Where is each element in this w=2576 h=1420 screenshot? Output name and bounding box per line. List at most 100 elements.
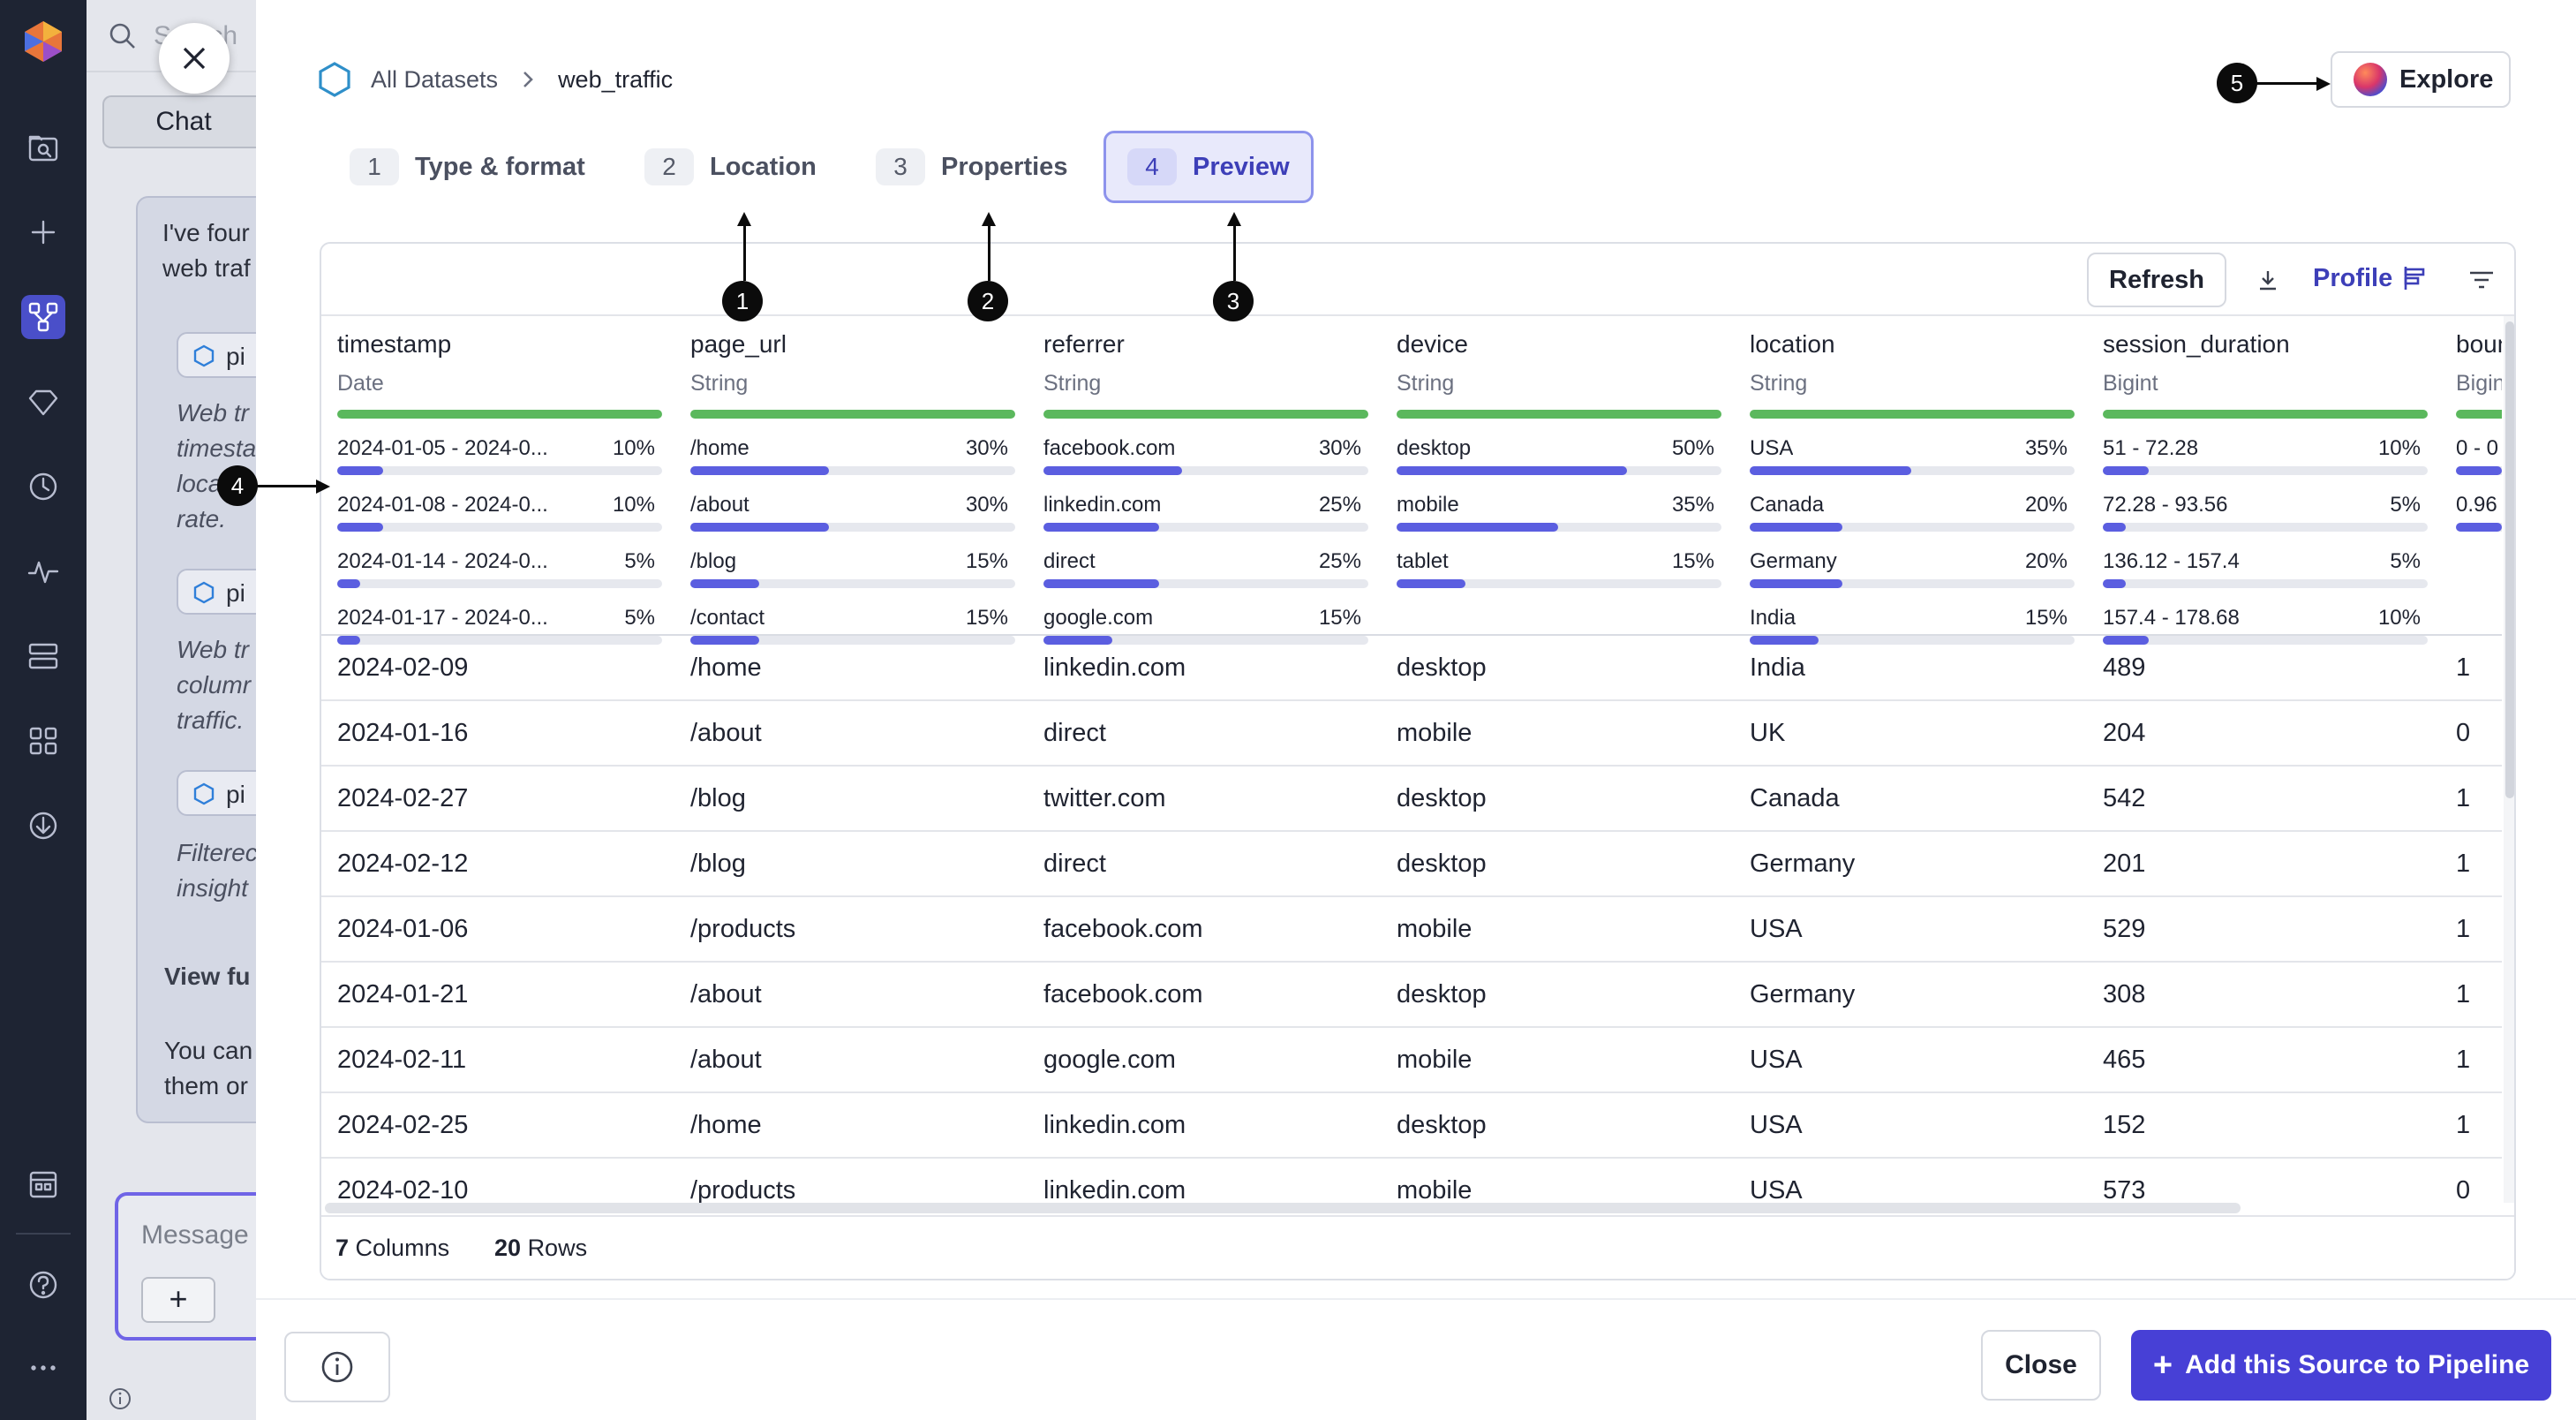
frequency-label: /about — [690, 493, 749, 517]
table-cell: /products — [690, 915, 796, 943]
plus-icon: + — [2152, 1347, 2173, 1384]
rail-diamond-icon[interactable] — [21, 380, 65, 424]
frequency-bar — [337, 579, 360, 588]
frequency-label: 0 - 0 — [2456, 436, 2499, 460]
annotation-marker-5: 5 — [2217, 63, 2257, 103]
breadcrumb-all-datasets[interactable]: All Datasets — [371, 65, 499, 93]
frequency-track — [1750, 523, 2075, 532]
view-full-link[interactable]: View fu — [164, 963, 251, 990]
table-row[interactable]: 2024-01-21/about facebook.com desktop Germa… — [321, 963, 2502, 1028]
table-cell: India — [1750, 653, 1805, 682]
frequency-percent: 5% — [624, 606, 655, 630]
frequency-bar — [690, 523, 829, 532]
frequency-track — [1043, 523, 1368, 532]
frequency-row: /blog 15% — [690, 549, 1015, 602]
info-button[interactable] — [284, 1332, 390, 1402]
frequency-bar — [1750, 466, 1911, 475]
frequency-track — [2103, 523, 2428, 532]
column-header-3[interactable]: device String desktop 50% mobile 35% tablet 15% — [1381, 316, 1734, 636]
annotation-line — [1233, 223, 1236, 281]
frequency-percent: 25% — [1318, 493, 1361, 517]
chat-text-line: You can — [164, 1037, 253, 1064]
modal-close-icon[interactable] — [159, 23, 230, 94]
rail-activity-icon[interactable] — [21, 549, 65, 593]
frequency-label: USA — [1750, 436, 1794, 460]
table-row[interactable]: 2024-02-11/about google.com mobile USA 465 1 — [321, 1028, 2502, 1093]
breadcrumb-current: web_traffic — [558, 65, 674, 93]
info-icon[interactable] — [108, 1386, 132, 1411]
table-cell: 1 — [2456, 784, 2471, 812]
table-row[interactable]: 2024-02-25/home linkedin.com desktop USA 152… — [321, 1093, 2502, 1159]
filter-icon[interactable] — [2467, 265, 2497, 295]
rail-add-icon[interactable] — [21, 210, 65, 254]
rail-pipelines-icon[interactable] — [21, 295, 65, 339]
frequency-percent: 15% — [2024, 606, 2068, 630]
chat-tab[interactable]: Chat — [102, 95, 263, 148]
table-row[interactable]: 2024-01-16/about direct mobile UK 204 0 — [321, 701, 2502, 767]
composer-add-button[interactable]: + — [141, 1277, 215, 1323]
frequency-bar — [1043, 579, 1159, 588]
frequency-label: 0.96 — [2456, 493, 2497, 517]
table-cell: /home — [690, 1111, 762, 1139]
profile-bars-icon — [2404, 267, 2425, 290]
horizontal-scrollbar[interactable] — [325, 1203, 2241, 1213]
table-cell: twitter.com — [1043, 784, 1166, 812]
table-row[interactable]: 2024-02-09/home linkedin.com desktop India 4… — [321, 636, 2502, 701]
add-source-button[interactable]: + Add this Source to Pipeline — [2131, 1330, 2551, 1401]
step-properties[interactable]: 3 Properties — [853, 131, 1090, 203]
frequency-percent: 15% — [965, 549, 1008, 573]
rail-more-icon[interactable] — [21, 1346, 65, 1390]
frequency-track — [337, 466, 662, 475]
composer-placeholder: Message . — [141, 1220, 264, 1250]
column-header-0[interactable]: timestamp Date 2024-01-05 - 2024-0... 10% 20… — [321, 316, 674, 645]
table-cell: linkedin.com — [1043, 1111, 1186, 1139]
frequency-percent: 20% — [2024, 549, 2068, 573]
column-header-1[interactable]: page_url String/home 30%/about 30%/blog 15% /… — [674, 316, 1028, 645]
table-cell: 0 — [2456, 719, 2471, 747]
table-row[interactable]: 2024-02-27/blog twitter.com desktop Canada 5… — [321, 767, 2502, 832]
frequency-track — [690, 523, 1015, 532]
table-cell: desktop — [1397, 980, 1487, 1008]
column-header-4[interactable]: location String USA 35% Canada 20% Germany 20% I… — [1734, 316, 2087, 645]
frequency-label: 157.4 - 178.68 — [2103, 606, 2240, 630]
preview-toolbar: Refresh Profile — [321, 244, 2514, 316]
table-row[interactable]: 2024-02-10/products linkedin.com mobile USA… — [321, 1159, 2502, 1203]
download-icon[interactable] — [2255, 267, 2281, 293]
refresh-button[interactable]: Refresh — [2087, 253, 2226, 307]
annotation-arrowhead — [1227, 212, 1241, 226]
rail-download-icon[interactable] — [21, 804, 65, 848]
scroll-thumb[interactable] — [2505, 321, 2514, 798]
column-header-5[interactable]: session_duration Bigint 51 - 72.28 10% 72.28… — [2087, 316, 2440, 645]
column-header-2[interactable]: referrer String facebook.com 30% linkedin.co… — [1028, 316, 1381, 645]
frequency-percent: 30% — [965, 493, 1008, 517]
frequency-row: /home 30% — [690, 436, 1015, 489]
table-cell: 2024-01-21 — [337, 980, 469, 1008]
step-preview[interactable]: 4 Preview — [1103, 131, 1314, 203]
frequency-label: Canada — [1750, 493, 1825, 517]
rail-server-icon[interactable] — [21, 634, 65, 678]
close-button[interactable]: Close — [1981, 1330, 2101, 1401]
step-number: 1 — [350, 148, 399, 185]
frequency-track — [1043, 636, 1368, 645]
column-completeness-bar — [1750, 410, 2075, 419]
explore-button[interactable]: Explore — [2331, 51, 2511, 108]
frequency-label: desktop — [1397, 436, 1472, 460]
frequency-bar — [337, 466, 383, 475]
profile-toggle[interactable]: Profile — [2313, 263, 2431, 293]
step-location[interactable]: 2 Location — [621, 131, 840, 203]
step-type-format[interactable]: 1 Type & format — [327, 131, 608, 203]
rail-datasets-icon[interactable] — [21, 125, 65, 170]
table-cell: USA — [1750, 1176, 1803, 1203]
app-logo-icon[interactable] — [21, 19, 65, 64]
rail-help-icon[interactable] — [21, 1263, 65, 1307]
rail-calendar-icon[interactable] — [21, 1162, 65, 1206]
frequency-bar — [2103, 579, 2126, 588]
vertical-scrollbar[interactable] — [2504, 316, 2514, 1203]
column-header-6[interactable]: boun Bigin 0 - 0 0.96 — [2440, 316, 2502, 636]
table-cell: /blog — [690, 850, 746, 878]
table-row[interactable]: 2024-01-06/products facebook.com mobile USA… — [321, 897, 2502, 963]
rail-history-icon[interactable] — [21, 465, 65, 509]
table-row[interactable]: 2024-02-12/blog direct desktop Germany 201 1 — [321, 832, 2502, 897]
rail-apps-icon[interactable] — [21, 719, 65, 763]
chat-text-line: them or — [164, 1072, 248, 1099]
